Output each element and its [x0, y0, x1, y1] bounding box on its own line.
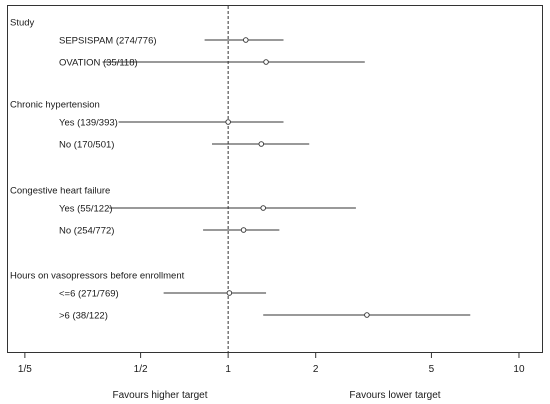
- x-tick-label: 10: [513, 364, 525, 375]
- x-tick-label: 1: [225, 364, 231, 375]
- point-estimate-marker: [260, 205, 266, 211]
- row-label: No (254/772): [59, 226, 114, 237]
- group-title: Congestive heart failure: [10, 186, 110, 197]
- row-label: No (170/501): [59, 140, 114, 151]
- x-tick-label: 5: [429, 364, 435, 375]
- rows-layer: Study SEPSISPAM (274/776) OVATION (35/118)…: [10, 18, 471, 322]
- point-estimate-marker: [263, 59, 269, 65]
- row-label: Yes (139/393): [59, 118, 118, 129]
- row-label: OVATION (35/118): [59, 58, 138, 69]
- x-tick-label: 1/5: [18, 364, 32, 375]
- plot-frame: [7, 5, 543, 353]
- favours-lower-target-label: Favours lower target: [349, 390, 440, 401]
- x-tick-label: 2: [313, 364, 319, 375]
- point-estimate-marker: [258, 141, 265, 147]
- row-label: <=6 (271/769): [59, 289, 119, 300]
- x-tick-label: 1/2: [134, 364, 148, 375]
- point-estimate-marker: [240, 227, 247, 233]
- group-title: Hours on vasopressors before enrollment: [10, 271, 185, 282]
- group-title: Study: [10, 18, 35, 29]
- point-estimate-marker: [364, 312, 370, 318]
- row-label: Yes (55/122): [59, 204, 113, 215]
- favours-higher-target-label: Favours higher target: [112, 390, 207, 401]
- point-estimate-marker: [225, 119, 231, 125]
- row-label: >6 (38/122): [59, 311, 108, 322]
- x-axis: 1/5 1/2 1 2 5 10: [18, 352, 525, 375]
- point-estimate-marker: [243, 37, 249, 43]
- row-label: SEPSISPAM (274/776): [59, 36, 157, 47]
- point-estimate-marker: [226, 290, 233, 296]
- group-title: Chronic hypertension: [10, 100, 100, 111]
